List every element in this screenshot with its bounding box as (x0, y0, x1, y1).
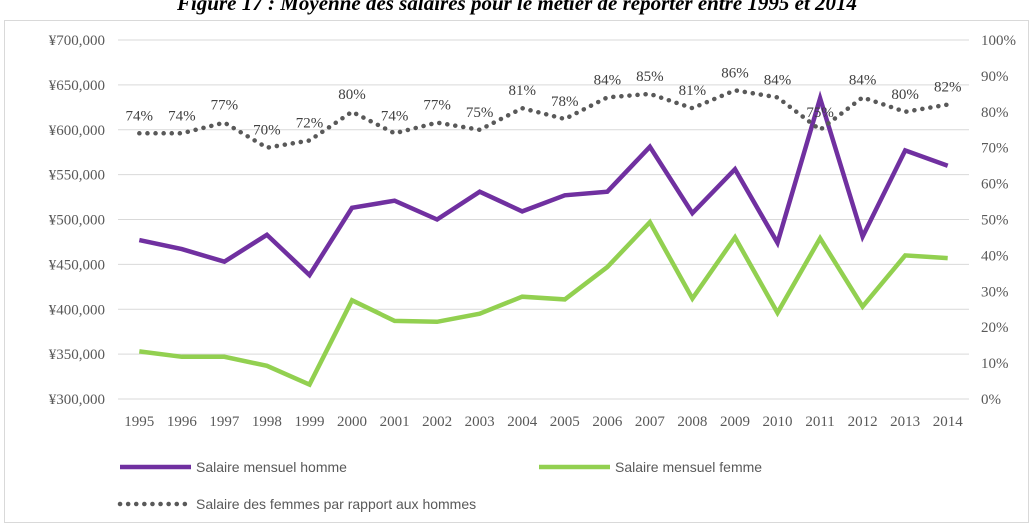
right-axis-tick-label: 50% (981, 213, 1009, 229)
left-axis-tick-label: ¥650,000 (49, 78, 105, 94)
x-axis-tick-label: 2005 (550, 414, 580, 430)
x-axis-tick-labels: 1995 1996 1997 1998 1999 2000 2001 2002 2003 2004… (124, 414, 963, 430)
right-axis-tick-label: 100% (981, 33, 1016, 49)
left-axis-tick-label: ¥600,000 (49, 123, 105, 139)
ratio-data-label: 77% (211, 98, 239, 114)
left-axis-tick-label: ¥500,000 (49, 213, 105, 229)
x-axis-tick-label: 2001 (380, 414, 410, 430)
x-axis-tick-label: 2010 (763, 414, 793, 430)
ratio-data-label: 72% (296, 116, 324, 132)
left-axis-tick-label: ¥400,000 (49, 302, 105, 318)
ratio-data-label: 85% (636, 69, 664, 85)
ratio-data-label: 74% (381, 108, 409, 124)
ratio-data-label: 84% (594, 72, 622, 88)
chart-area: ¥300,000 ¥350,000 ¥400,000 ¥450,000 ¥500,000… (4, 20, 1029, 523)
right-axis-tick-label: 10% (981, 356, 1009, 372)
ratio-data-label: 80% (891, 87, 919, 103)
chart-svg: ¥300,000 ¥350,000 ¥400,000 ¥450,000 ¥500,000… (49, 33, 1016, 512)
ratio-data-label: 75% (466, 105, 494, 121)
ratio-data-label: 84% (849, 72, 877, 88)
ratio-data-label: 81% (679, 83, 707, 99)
legend-item-femme: Salaire mensuel femme (539, 459, 762, 475)
right-axis-tick-label: 0% (981, 392, 1001, 408)
x-axis-tick-label: 2014 (933, 414, 964, 430)
x-axis-tick-label: 2009 (720, 414, 750, 430)
x-axis-tick-label: 2011 (805, 414, 834, 430)
x-axis-tick-label: 2002 (422, 414, 452, 430)
legend-label: Salaire mensuel homme (196, 459, 347, 475)
ratio-data-label: 77% (423, 98, 451, 114)
right-axis-tick-label: 90% (981, 69, 1009, 85)
ratio-data-labels: 74% 74% 77% 70% 72% 80% 74% 77% 75% 81% 78% 84% 85% 8… (126, 65, 962, 138)
ratio-data-label: 81% (508, 83, 536, 99)
x-axis-tick-label: 2007 (635, 414, 666, 430)
ratio-data-label: 78% (551, 94, 579, 110)
series-line-salaire-femme (139, 218, 948, 388)
ratio-data-label: 70% (253, 123, 281, 139)
left-axis-tick-label: ¥300,000 (49, 392, 105, 408)
left-axis-tick-label: ¥350,000 (49, 347, 105, 363)
left-axis-tick-label: ¥450,000 (49, 257, 105, 273)
x-axis-tick-label: 2012 (848, 414, 878, 430)
ratio-data-label: 84% (764, 72, 792, 88)
legend: Salaire mensuel homme Salaire mensuel fem… (117, 459, 762, 512)
right-axis-tick-label: 20% (981, 320, 1009, 336)
left-axis-tick-label: ¥700,000 (49, 33, 105, 49)
legend-label: Salaire mensuel femme (615, 459, 762, 475)
right-axis-tick-label: 60% (981, 177, 1009, 193)
x-axis-tick-label: 2000 (337, 414, 367, 430)
left-axis-tick-label: ¥550,000 (49, 168, 105, 184)
ratio-data-label: 80% (338, 87, 366, 103)
series-line-salaire-homme (138, 90, 949, 279)
right-axis-tick-label: 70% (981, 141, 1009, 157)
ratio-data-label: 74% (168, 108, 196, 124)
x-axis-tick-label: 2004 (507, 414, 538, 430)
x-axis-tick-label: 1996 (167, 414, 198, 430)
right-axis-tick-labels: 0% 10% 20% 30% 40% 50% 60% 70% 80% 90% 100% (981, 33, 1016, 408)
x-axis-tick-label: 2013 (890, 414, 920, 430)
x-axis-tick-label: 1997 (209, 414, 240, 430)
right-axis-tick-label: 30% (981, 284, 1009, 300)
ratio-data-label: 82% (934, 80, 962, 96)
legend-item-ratio: Salaire des femmes par rapport aux homme… (117, 496, 476, 512)
left-axis-tick-labels: ¥300,000 ¥350,000 ¥400,000 ¥450,000 ¥500,000… (49, 33, 105, 408)
x-axis-tick-label: 1999 (294, 414, 324, 430)
figure-title: Figure 17 : Moyenne des salaires pour le… (176, 0, 858, 15)
x-axis-tick-label: 1995 (124, 414, 154, 430)
right-axis-tick-label: 80% (981, 105, 1009, 121)
x-axis-tick-label: 2006 (592, 414, 623, 430)
legend-item-homme: Salaire mensuel homme (120, 459, 347, 475)
x-axis-tick-label: 1998 (252, 414, 282, 430)
legend-label: Salaire des femmes par rapport aux homme… (196, 496, 476, 512)
x-axis-tick-label: 2008 (677, 414, 707, 430)
series-lines (137, 87, 950, 388)
ratio-data-label: 86% (721, 65, 749, 81)
right-axis-tick-label: 40% (981, 248, 1009, 264)
gridlines (118, 39, 969, 400)
ratio-data-label: 75% (806, 105, 834, 121)
ratio-data-label: 74% (126, 108, 154, 124)
x-axis-tick-label: 2003 (465, 414, 495, 430)
